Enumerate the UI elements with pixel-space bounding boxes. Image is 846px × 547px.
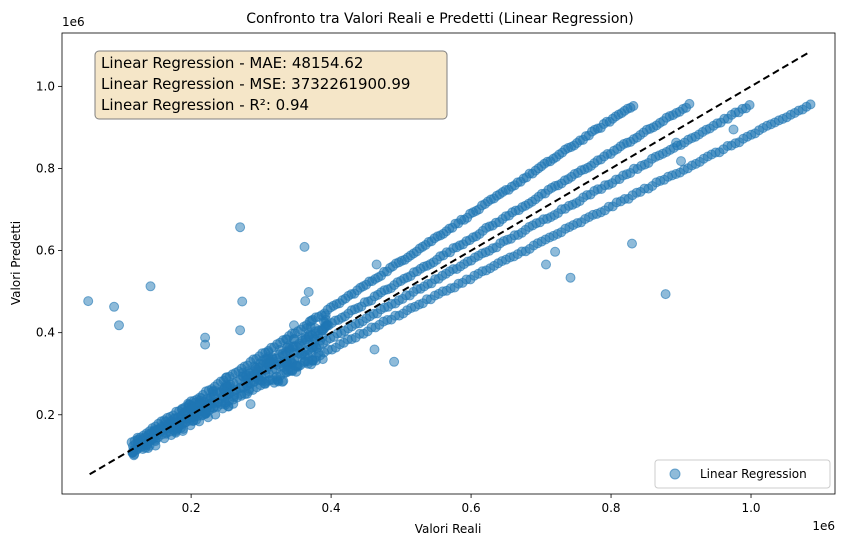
outliers-layer	[83, 124, 739, 410]
y-tick-label: 1.0	[36, 79, 55, 93]
y-tick-label: 0.4	[36, 326, 55, 340]
outlier-point	[371, 259, 382, 270]
points-layer	[126, 98, 816, 461]
y-offset-label: 1e6	[62, 15, 85, 29]
x-tick-label: 0.6	[462, 501, 481, 515]
outlier-point	[109, 301, 120, 312]
legend-frame	[654, 459, 831, 489]
outlier-point	[369, 344, 380, 355]
legend-label: Linear Regression	[700, 467, 807, 481]
data-point	[628, 101, 639, 111]
outlier-point	[565, 272, 576, 283]
data-point	[684, 98, 695, 109]
y-tick-label: 0.2	[36, 408, 55, 422]
outlier-point	[389, 356, 400, 367]
data-point	[805, 99, 816, 110]
data-point	[128, 450, 139, 461]
outlier-point	[83, 296, 94, 307]
plot-frame	[61, 32, 836, 495]
outlier-point	[660, 289, 671, 300]
y-tick-label: 0.6	[36, 244, 55, 258]
outlier-point	[200, 339, 211, 350]
x-offset-label: 1e6	[812, 519, 835, 533]
stats-mae: Linear Regression - MAE: 48154.62	[101, 54, 363, 72]
outlier-point	[145, 281, 156, 292]
stats-mse: Linear Regression - MSE: 3732261900.99	[101, 75, 410, 93]
outlier-point	[289, 320, 299, 331]
x-axis-label: Valori Reali	[415, 522, 482, 536]
chart-title: Confronto tra Valori Reali e Predetti (L…	[246, 11, 634, 27]
legend-marker	[669, 468, 681, 480]
x-tick-label: 0.2	[182, 501, 201, 515]
outlier-point	[728, 124, 739, 135]
outlier-point	[300, 296, 311, 307]
y-axis: 0.2 0.4 0.6 0.8 1.0	[36, 79, 62, 422]
x-tick-label: 0.4	[322, 501, 341, 515]
legend: Linear Regression	[654, 459, 831, 489]
outlier-point	[303, 287, 314, 297]
outlier-point	[299, 241, 310, 252]
stats-r2: Linear Regression - R²: 0.94	[101, 96, 309, 114]
outlier-point	[676, 156, 686, 167]
plot-area	[61, 32, 836, 495]
outlier-point	[114, 320, 124, 331]
reference-line	[89, 50, 812, 476]
outlier-point	[245, 399, 256, 410]
stats-box: Linear Regression - MAE: 48154.62 Linear…	[94, 50, 448, 120]
stats-box-frame	[94, 50, 448, 120]
x-tick-label: 1.0	[741, 501, 760, 515]
y-axis-label: Valori Predetti	[9, 221, 23, 305]
outlier-point	[671, 137, 682, 148]
outlier-point	[541, 259, 551, 270]
outlier-point	[627, 238, 637, 249]
x-tick-label: 0.8	[601, 501, 620, 515]
x-axis: 0.2 0.4 0.6 0.8 1.0	[182, 494, 761, 515]
y-tick-label: 0.8	[36, 161, 55, 175]
outlier-point	[235, 222, 246, 233]
outlier-point	[550, 246, 561, 257]
outlier-point	[235, 325, 246, 336]
outlier-point	[237, 296, 248, 307]
data-point	[744, 100, 755, 110]
